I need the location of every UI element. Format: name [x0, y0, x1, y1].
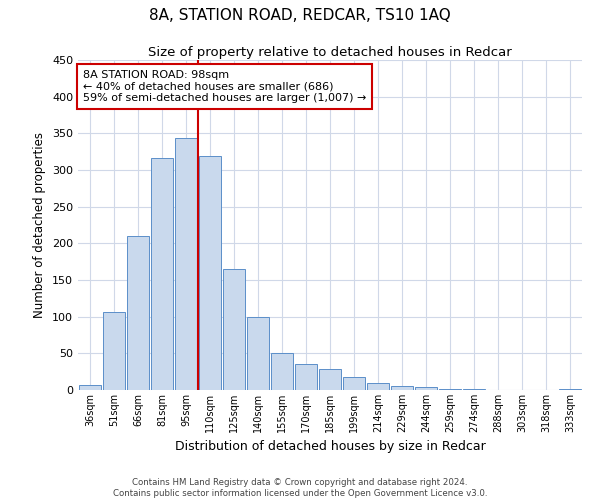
Bar	[151, 158, 173, 390]
Bar	[367, 382, 389, 390]
Text: Contains HM Land Registry data © Crown copyright and database right 2024.
Contai: Contains HM Land Registry data © Crown c…	[113, 478, 487, 498]
Bar	[415, 387, 437, 390]
X-axis label: Distribution of detached houses by size in Redcar: Distribution of detached houses by size …	[175, 440, 485, 454]
Bar	[103, 312, 125, 390]
Title: Size of property relative to detached houses in Redcar: Size of property relative to detached ho…	[148, 46, 512, 59]
Y-axis label: Number of detached properties: Number of detached properties	[34, 132, 46, 318]
Bar	[247, 318, 269, 390]
Bar	[271, 354, 293, 390]
Bar	[79, 385, 101, 390]
Bar	[343, 377, 365, 390]
Bar	[295, 364, 317, 390]
Bar	[127, 236, 149, 390]
Text: 8A, STATION ROAD, REDCAR, TS10 1AQ: 8A, STATION ROAD, REDCAR, TS10 1AQ	[149, 8, 451, 22]
Bar	[223, 269, 245, 390]
Text: 8A STATION ROAD: 98sqm
← 40% of detached houses are smaller (686)
59% of semi-de: 8A STATION ROAD: 98sqm ← 40% of detached…	[83, 70, 367, 103]
Bar	[199, 156, 221, 390]
Bar	[319, 368, 341, 390]
Bar	[391, 386, 413, 390]
Bar	[175, 138, 197, 390]
